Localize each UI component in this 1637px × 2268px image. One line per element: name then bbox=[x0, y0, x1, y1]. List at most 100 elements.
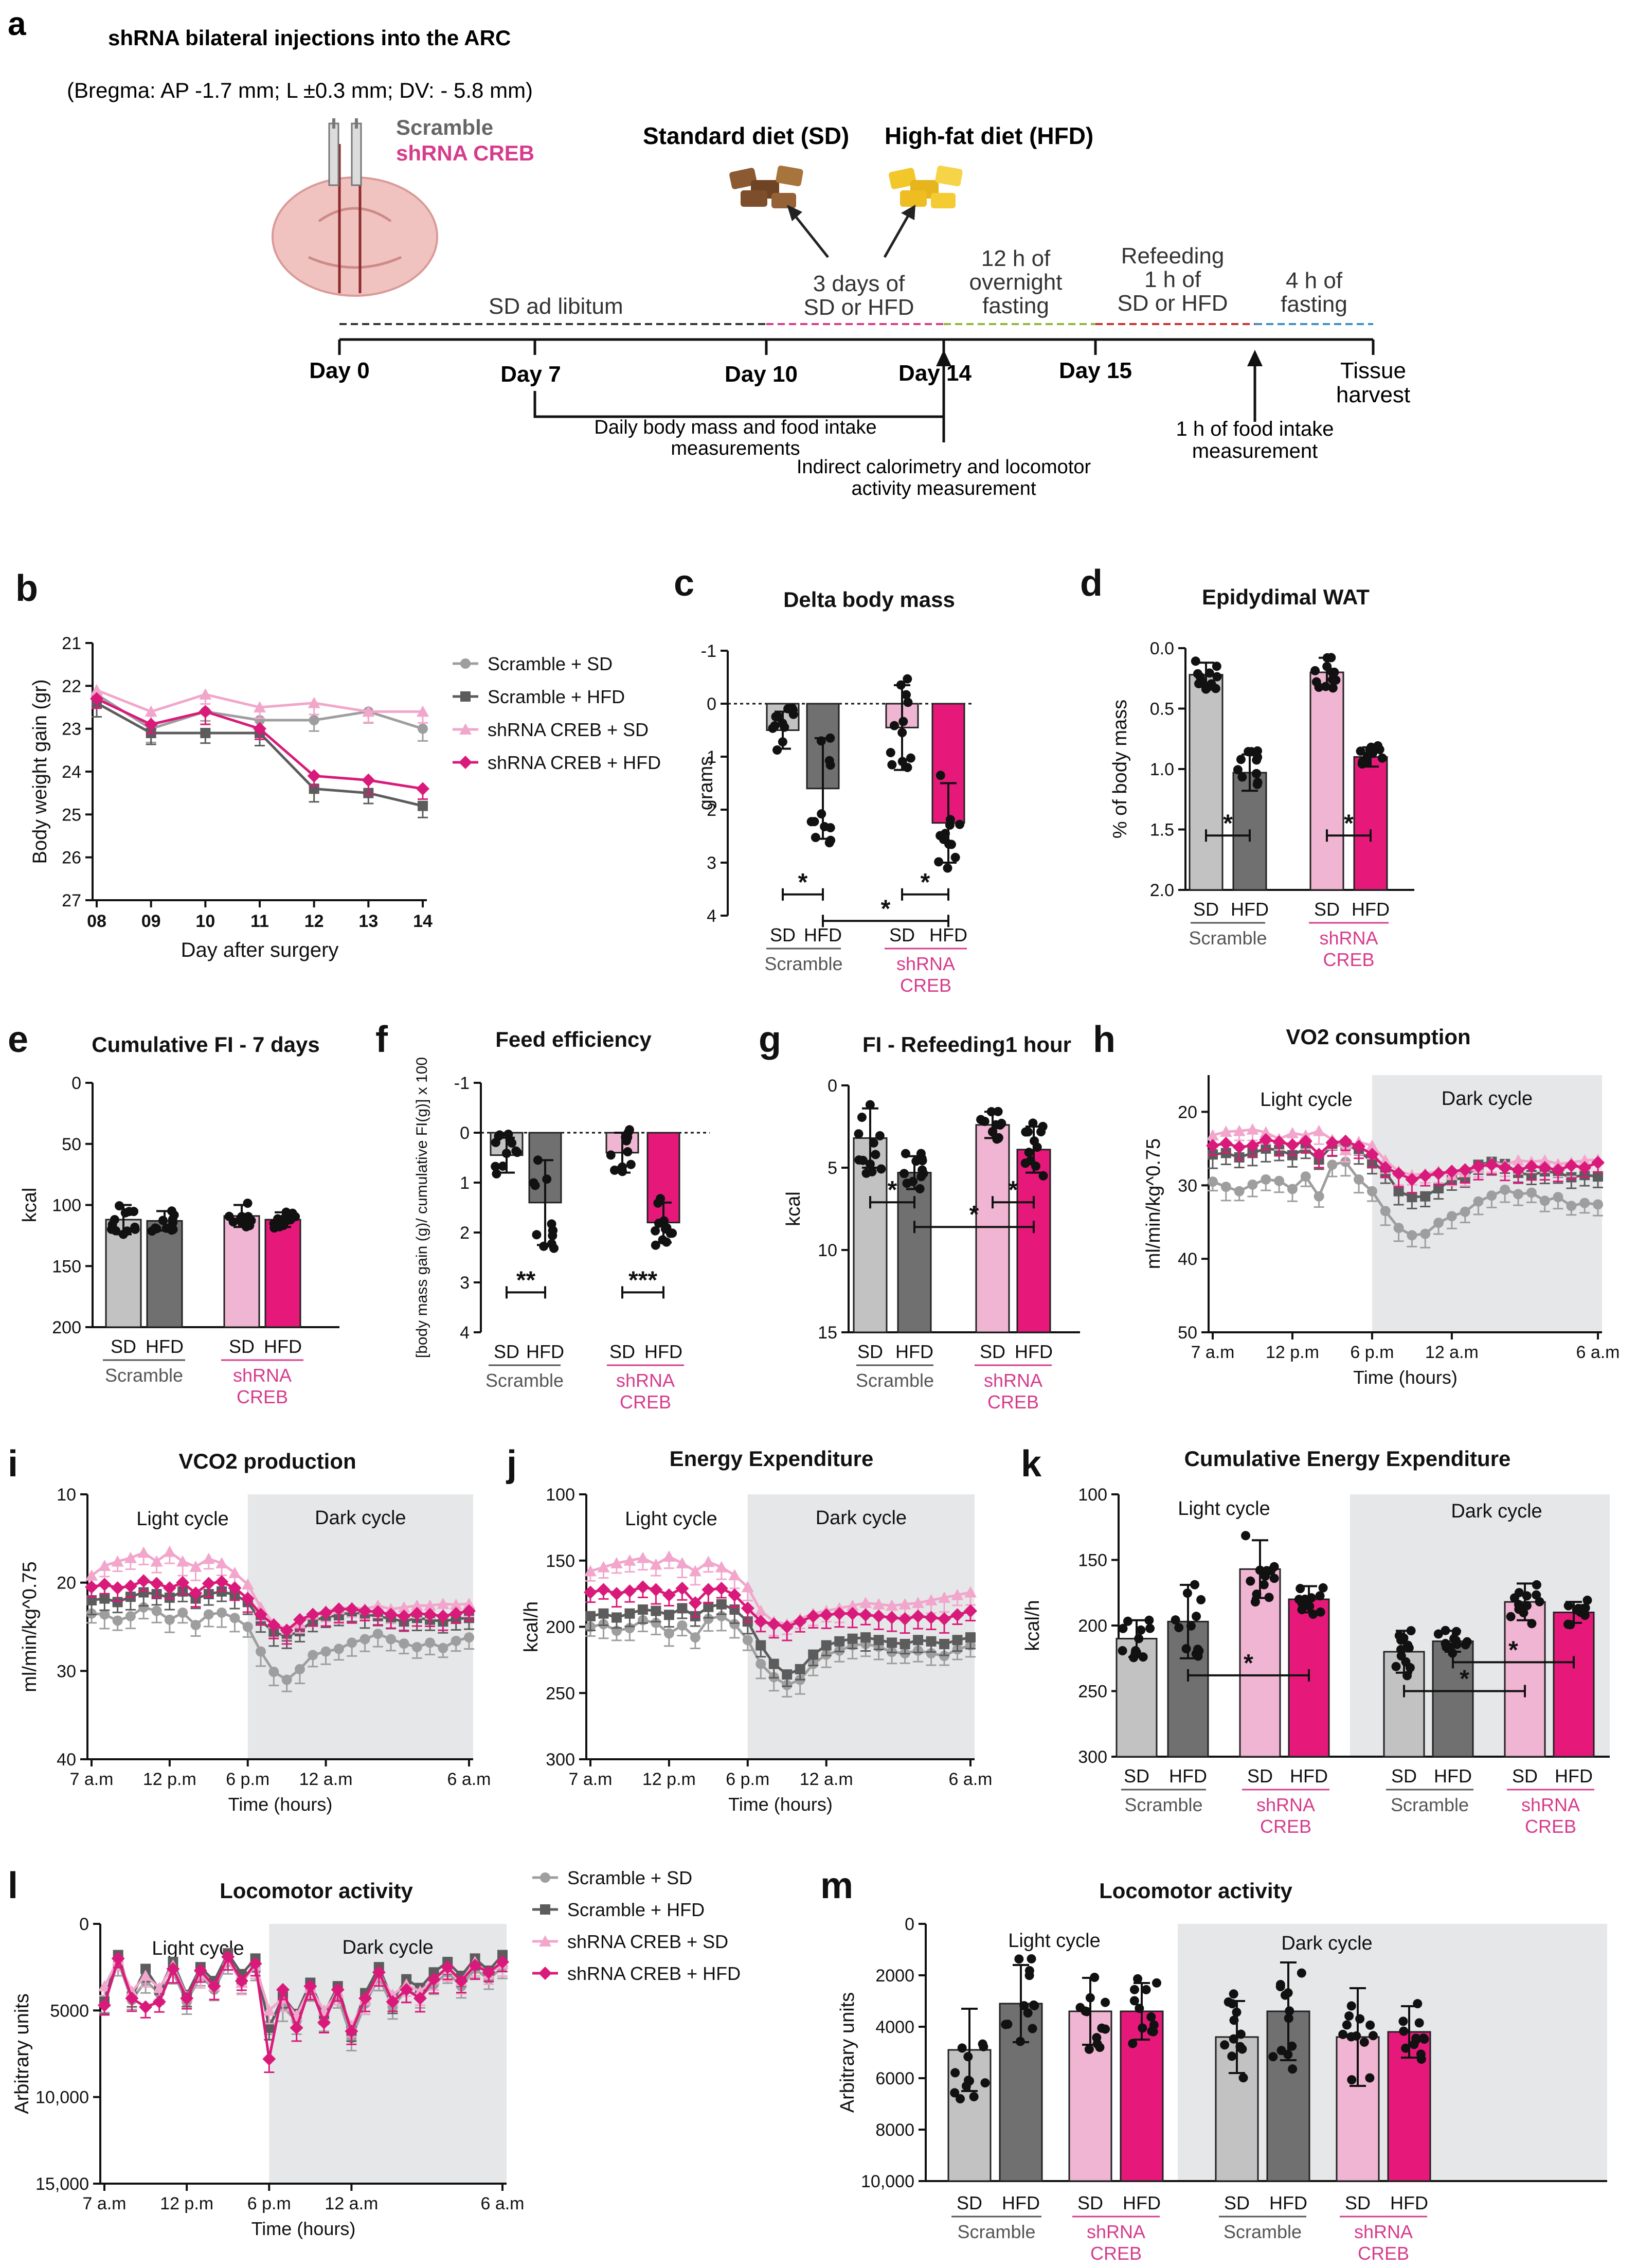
point-marker bbox=[317, 2015, 331, 2029]
data-point bbox=[530, 1181, 540, 1190]
data-point bbox=[1346, 2001, 1356, 2011]
dark-cycle-label: Dark cycle bbox=[1442, 1088, 1533, 1110]
point-marker bbox=[463, 1597, 475, 1609]
data-point bbox=[617, 1162, 627, 1172]
data-point bbox=[224, 1211, 234, 1221]
data-point bbox=[1308, 1609, 1318, 1619]
y-tick-label: 0 bbox=[460, 1123, 470, 1143]
point-marker bbox=[1458, 1163, 1472, 1177]
point-marker bbox=[320, 1646, 331, 1657]
point-marker bbox=[441, 1960, 455, 1974]
point-marker bbox=[254, 701, 266, 712]
y-tick-label: 8000 bbox=[875, 2120, 914, 2140]
y-tick-label: 15,000 bbox=[35, 2174, 89, 2194]
data-point bbox=[1181, 1644, 1191, 1654]
point-marker bbox=[139, 2000, 153, 2014]
bar-sd-2 bbox=[1309, 671, 1344, 891]
point-marker bbox=[833, 1606, 847, 1620]
y-axis-label: % of body mass bbox=[1109, 700, 1131, 838]
data-point bbox=[1365, 2020, 1375, 2030]
data-point bbox=[898, 717, 908, 726]
data-point bbox=[809, 817, 819, 827]
point-marker bbox=[585, 1611, 596, 1621]
data-point bbox=[501, 1149, 511, 1158]
point-marker bbox=[449, 1598, 462, 1610]
data-point bbox=[658, 1235, 668, 1245]
point-marker bbox=[741, 1581, 754, 1593]
group-label-shrna: shRNA bbox=[1256, 1794, 1315, 1815]
data-point bbox=[1236, 2029, 1246, 2039]
point-marker bbox=[1471, 1159, 1485, 1173]
point-marker bbox=[1526, 1187, 1537, 1198]
x-tick-label: 7 a.m bbox=[1191, 1343, 1234, 1362]
series-0 bbox=[86, 1602, 474, 1692]
point-marker bbox=[1354, 1174, 1364, 1185]
data-point bbox=[1264, 1593, 1274, 1602]
series-1 bbox=[585, 1599, 976, 1687]
tissue-harvest-l1: Tissue bbox=[1340, 358, 1406, 383]
y-axis-label: Body weight gain (gr) bbox=[29, 679, 51, 864]
data-point bbox=[1283, 1988, 1293, 1998]
point-marker bbox=[164, 1614, 175, 1625]
light-cycle-label: Light cycle bbox=[1260, 1089, 1353, 1111]
group-label-shrna: shRNA bbox=[1087, 2221, 1145, 2242]
group-label-creb: CREB bbox=[237, 1386, 288, 1407]
data-point bbox=[1532, 1580, 1541, 1590]
point-marker bbox=[911, 1609, 925, 1623]
y-tick-label: 20 bbox=[57, 1574, 76, 1593]
legend-label: shRNA CREB + SD bbox=[567, 1931, 728, 1952]
data-point bbox=[491, 1162, 500, 1171]
y-tick-label: 100 bbox=[546, 1485, 575, 1505]
data-point bbox=[1297, 1968, 1306, 1978]
data-point bbox=[886, 748, 895, 758]
point-marker bbox=[898, 1598, 911, 1610]
panel-e-title: Cumulative FI - 7 days bbox=[92, 1032, 319, 1057]
y-tick-label: 21 bbox=[62, 634, 81, 653]
point-marker bbox=[872, 1598, 885, 1610]
point-marker bbox=[1261, 1174, 1271, 1185]
bar-hfd-3 bbox=[1353, 756, 1388, 891]
point-marker bbox=[235, 1974, 248, 1988]
data-point bbox=[106, 1224, 116, 1234]
y-tick-label: 50 bbox=[1178, 1323, 1197, 1343]
data-point bbox=[1038, 1171, 1048, 1181]
data-point bbox=[1118, 1646, 1127, 1656]
point-marker bbox=[649, 1583, 663, 1597]
data-point bbox=[1287, 2041, 1297, 2051]
point-marker bbox=[677, 1620, 688, 1631]
x-axis-label: Time (hours) bbox=[1353, 1367, 1458, 1388]
y-tick-label: 1 bbox=[460, 1173, 470, 1193]
data-point bbox=[1366, 742, 1376, 752]
data-point bbox=[1399, 1633, 1409, 1643]
x-tick-label: 12 p.m bbox=[160, 2194, 213, 2213]
sd-chow-icon bbox=[729, 165, 803, 208]
y-tick-label: 10 bbox=[57, 1485, 76, 1505]
bar-hfd-3 bbox=[264, 1219, 301, 1328]
data-point bbox=[1328, 683, 1338, 693]
x-tick-label: 11 bbox=[250, 912, 269, 931]
panel-f: f Feed efficiency -1 0 1 2 3 4 [body mass gain (… bbox=[375, 1019, 710, 1413]
data-point bbox=[237, 1215, 246, 1224]
point-marker bbox=[846, 1606, 859, 1620]
data-point bbox=[980, 1116, 990, 1126]
point-marker bbox=[898, 1612, 912, 1626]
data-point bbox=[950, 2088, 960, 2098]
dark-cycle-label: Dark cycle bbox=[342, 1937, 433, 1958]
point-marker bbox=[153, 1981, 166, 1993]
data-point bbox=[495, 1130, 505, 1140]
point-marker bbox=[85, 1569, 98, 1581]
point-marker bbox=[98, 1560, 111, 1571]
y-tick-label: 200 bbox=[546, 1618, 575, 1637]
y-tick-label: 0 bbox=[905, 1915, 914, 1934]
data-point bbox=[533, 1155, 543, 1165]
data-point bbox=[1402, 1671, 1412, 1681]
phase-sd-ad-libitum: SD ad libitum bbox=[489, 294, 623, 319]
point-marker bbox=[306, 1608, 320, 1621]
data-point bbox=[1244, 747, 1253, 757]
panel-letter-h: h bbox=[1093, 1019, 1116, 1060]
significance-star: * bbox=[1009, 1176, 1018, 1204]
data-point bbox=[1190, 1580, 1200, 1590]
data-point bbox=[1227, 2051, 1237, 2061]
point-marker bbox=[964, 1586, 977, 1598]
point-marker bbox=[662, 1588, 676, 1602]
